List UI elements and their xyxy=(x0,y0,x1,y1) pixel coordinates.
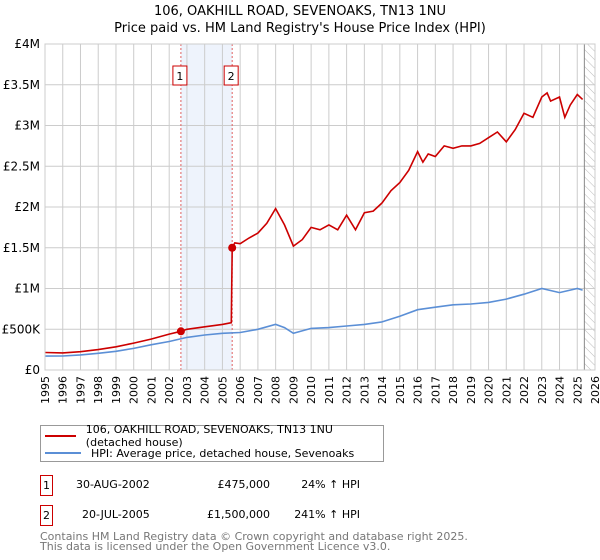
x-tick-label: 2018 xyxy=(447,376,460,404)
y-tick-label: £1.5M xyxy=(3,241,40,255)
y-tick-label: £1M xyxy=(14,282,40,296)
legend-label: HPI: Average price, detached house, Seve… xyxy=(91,446,355,460)
sale-price: £1,500,000 xyxy=(207,508,270,521)
x-tick-label: 2011 xyxy=(323,376,336,404)
x-tick-label: 2019 xyxy=(465,376,478,404)
price-chart: 1995 1996 1997 1998 1999 2000 2001 2002 2003 2004… xyxy=(2,37,600,404)
x-tick-label: 1996 xyxy=(57,376,70,404)
x-tick-label: 2004 xyxy=(199,376,212,404)
sale-row: 2 20-JUL-2005 £1,500,000 241% ↑ HPI xyxy=(40,505,440,527)
sale-point xyxy=(228,243,237,252)
x-tick-label: 1997 xyxy=(74,376,87,404)
x-tick-label: 2021 xyxy=(500,376,513,404)
y-tick-label: £3.5M xyxy=(3,78,40,92)
sale-badge: 2 xyxy=(40,505,53,526)
sale-marker-label: 2 xyxy=(228,70,235,83)
footer-licence: This data is licensed under the Open Gov… xyxy=(40,540,391,553)
x-tick-label: 2002 xyxy=(163,376,176,404)
chart-subtitle: Price paid vs. HM Land Registry's House … xyxy=(114,21,486,36)
sale-marker-label: 1 xyxy=(176,70,183,83)
x-tick-label: 2001 xyxy=(145,376,158,404)
sale-point xyxy=(176,327,185,336)
legend-red-line xyxy=(45,435,76,437)
sale-row: 1 30-AUG-2002 £475,000 24% ↑ HPI xyxy=(40,475,440,497)
x-tick-label: 2008 xyxy=(270,376,283,404)
chart-title: 106, OAKHILL ROAD, SEVENOAKS, TN13 1NU xyxy=(153,4,447,19)
legend-label: 106, OAKHILL ROAD, SEVENOAKS, TN13 1NU (… xyxy=(85,423,333,449)
legend-item-hpi: HPI: Average price, detached house, Seve… xyxy=(45,446,354,460)
x-tick-label: 2006 xyxy=(234,376,247,404)
x-tick-label: 1995 xyxy=(39,376,52,404)
x-tick-label: 2022 xyxy=(518,376,531,404)
y-tick-label: £3M xyxy=(14,119,40,133)
x-tick-label: 2009 xyxy=(287,376,300,404)
footer-copyright: Contains HM Land Registry data © Crown c… xyxy=(40,530,468,543)
x-tick-label: 2003 xyxy=(181,376,194,404)
x-tick-label: 2012 xyxy=(341,376,354,404)
x-tick-label: 2016 xyxy=(412,376,425,404)
sale-price: £475,000 xyxy=(217,478,271,491)
x-tick-label: 2020 xyxy=(483,376,496,404)
sale-marker-badge xyxy=(172,65,188,86)
sale-marker-badge xyxy=(223,65,239,86)
x-tick-label: 2005 xyxy=(216,376,229,404)
x-tick-label: 2015 xyxy=(394,376,407,404)
y-tick-label: £2M xyxy=(14,200,40,214)
x-tick-label: 2023 xyxy=(536,376,549,404)
sale-date: 20-JUL-2005 xyxy=(82,508,150,521)
y-tick-label: £4M xyxy=(14,37,40,51)
x-tick-label: 2010 xyxy=(305,376,318,404)
x-tick-label: 1998 xyxy=(92,376,105,404)
sale-date: 30-AUG-2002 xyxy=(76,478,150,491)
y-tick-label: £500K xyxy=(2,322,42,336)
x-tick-label: 1999 xyxy=(110,376,123,404)
x-tick-label: 2000 xyxy=(128,376,141,404)
y-tick-label: £0 xyxy=(25,363,40,377)
x-tick-label: 2017 xyxy=(429,376,442,404)
sale-badge: 1 xyxy=(40,475,53,496)
sale-hpi: 24% ↑ HPI xyxy=(301,478,360,491)
sale-hpi: 241% ↑ HPI xyxy=(294,508,360,521)
legend: 106, OAKHILL ROAD, SEVENOAKS, TN13 1NU (… xyxy=(40,423,384,462)
property-series-line xyxy=(44,91,584,354)
x-tick-label: 2007 xyxy=(252,376,265,404)
plot-frame xyxy=(44,43,596,371)
legend-item-property: 106, OAKHILL ROAD, SEVENOAKS, TN13 1NU (… xyxy=(45,423,383,449)
x-tick-label: 2014 xyxy=(376,376,389,404)
hpi-series-line xyxy=(44,287,583,357)
x-tick-label: 2025 xyxy=(571,376,584,404)
x-tick-label: 2013 xyxy=(358,376,371,404)
x-tick-label: 2026 xyxy=(589,376,600,404)
y-tick-label: £2.5M xyxy=(3,159,40,173)
legend-blue-line xyxy=(45,452,81,454)
x-tick-label: 2024 xyxy=(554,376,567,404)
